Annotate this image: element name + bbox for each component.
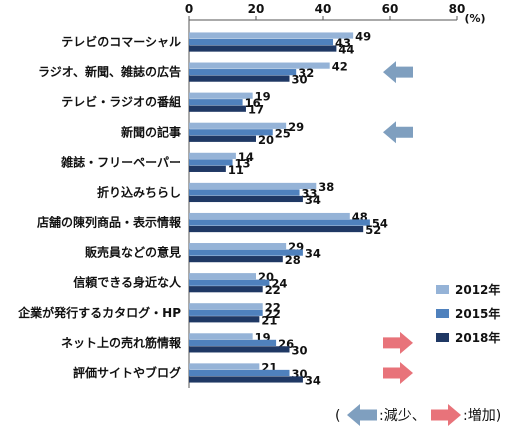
legend-swatch bbox=[436, 285, 449, 294]
bar-value-label: 30 bbox=[292, 73, 308, 87]
bar-value-label: 42 bbox=[332, 60, 348, 74]
bar bbox=[189, 105, 246, 112]
category-label: 企業が発行するカタログ・HP bbox=[17, 305, 181, 320]
bar bbox=[189, 363, 260, 370]
note-decrease-text: :減少、 bbox=[379, 407, 426, 424]
bar-value-label: 21 bbox=[261, 313, 277, 327]
bar-value-label: 29 bbox=[288, 120, 304, 134]
bar-value-label: 22 bbox=[265, 307, 281, 321]
bar-value-label: 34 bbox=[305, 247, 321, 261]
bar bbox=[189, 129, 273, 136]
category-label: 折り込みちらし bbox=[97, 184, 181, 199]
legend-swatch bbox=[436, 309, 449, 318]
bar bbox=[189, 75, 290, 82]
increase-arrow-icon bbox=[383, 331, 413, 354]
category-label: 信頼できる身近な人 bbox=[73, 275, 182, 290]
decrease-arrow-icon bbox=[383, 61, 413, 84]
bar-value-label: 28 bbox=[285, 253, 301, 267]
category-label: 新聞の記事 bbox=[121, 124, 181, 139]
bar-value-label: 17 bbox=[248, 103, 264, 117]
legend-label: 2018年 bbox=[455, 330, 500, 345]
category-label: テレビのコマーシャル bbox=[61, 34, 181, 49]
bar-value-label: 34 bbox=[305, 373, 321, 387]
bar bbox=[189, 376, 303, 383]
bar bbox=[189, 369, 290, 377]
bar bbox=[189, 212, 350, 220]
bar-value-label: 19 bbox=[255, 90, 271, 104]
bar-value-label: 25 bbox=[275, 126, 291, 140]
bar bbox=[189, 225, 364, 233]
x-tick-label: 20 bbox=[248, 2, 265, 16]
category-label: 評価サイトやブログ bbox=[73, 365, 181, 380]
bar bbox=[189, 333, 253, 340]
bar bbox=[189, 339, 277, 346]
bar bbox=[189, 165, 226, 172]
bar-value-label: 16 bbox=[245, 96, 261, 110]
bar bbox=[189, 279, 270, 286]
legend-swatch bbox=[436, 333, 449, 342]
x-tick-label: 80 bbox=[449, 2, 466, 16]
category-label: ラジオ、新聞、雑誌の広告 bbox=[38, 64, 181, 79]
x-tick-label: 0 bbox=[185, 2, 193, 16]
bar-value-label: 22 bbox=[265, 283, 281, 297]
bar bbox=[189, 92, 253, 99]
bar bbox=[189, 62, 330, 69]
bar bbox=[189, 195, 303, 203]
bar-value-label: 49 bbox=[355, 30, 371, 44]
bar-value-label: 34 bbox=[305, 193, 321, 207]
category-label: 雑誌・フリーペーパー bbox=[60, 154, 181, 169]
bar bbox=[189, 122, 287, 129]
bar-value-label: 33 bbox=[302, 186, 318, 200]
bar bbox=[189, 152, 236, 159]
bar-value-label: 11 bbox=[228, 163, 244, 177]
unit-label: (%) bbox=[464, 12, 485, 25]
bar-value-label: 54 bbox=[372, 217, 388, 231]
bar bbox=[189, 38, 334, 46]
decrease-arrow-icon bbox=[383, 121, 413, 144]
bar-value-label: 13 bbox=[235, 156, 251, 170]
bar-value-label: 52 bbox=[365, 223, 381, 237]
note-open-paren: ( bbox=[335, 408, 340, 424]
note-increase-text: :増加) bbox=[463, 408, 501, 424]
bar bbox=[189, 32, 354, 39]
bar bbox=[189, 99, 243, 106]
bar-value-label: 44 bbox=[338, 43, 354, 57]
bar bbox=[189, 256, 283, 263]
category-label: 販売員などの意見 bbox=[85, 245, 181, 260]
bar-value-label: 22 bbox=[265, 300, 281, 314]
bar bbox=[189, 45, 337, 52]
bar bbox=[189, 316, 260, 323]
bar bbox=[189, 182, 317, 190]
bar-value-label: 43 bbox=[335, 36, 351, 50]
bar bbox=[189, 159, 233, 166]
bar bbox=[189, 243, 287, 250]
category-label: ネット上の売れ筋情報 bbox=[61, 335, 182, 350]
bar-value-label: 30 bbox=[292, 343, 308, 357]
category-label: 店舗の陳列商品・表示情報 bbox=[37, 215, 182, 230]
bar bbox=[189, 69, 297, 76]
bar bbox=[189, 273, 256, 280]
bar bbox=[189, 189, 300, 196]
note-decrease-arrow-icon bbox=[347, 404, 377, 426]
legend-label: 2015年 bbox=[455, 306, 500, 321]
bar-value-label: 32 bbox=[298, 66, 314, 80]
category-label: テレビ・ラジオの番組 bbox=[61, 94, 181, 109]
bar-value-label: 38 bbox=[318, 180, 334, 194]
x-tick-label: 40 bbox=[315, 2, 332, 16]
bar-value-label: 14 bbox=[238, 150, 254, 164]
increase-arrow-icon bbox=[383, 361, 413, 384]
x-tick-label: 60 bbox=[382, 2, 399, 16]
bar bbox=[189, 249, 303, 256]
bar bbox=[189, 309, 263, 316]
bar-value-label: 20 bbox=[258, 133, 274, 147]
bar bbox=[189, 219, 370, 226]
bar bbox=[189, 303, 263, 310]
bar bbox=[189, 286, 263, 293]
note-increase-arrow-icon bbox=[431, 404, 461, 426]
legend-label: 2012年 bbox=[455, 282, 500, 297]
bar bbox=[189, 135, 256, 142]
bar bbox=[189, 346, 290, 353]
bar-value-label: 24 bbox=[271, 277, 287, 291]
